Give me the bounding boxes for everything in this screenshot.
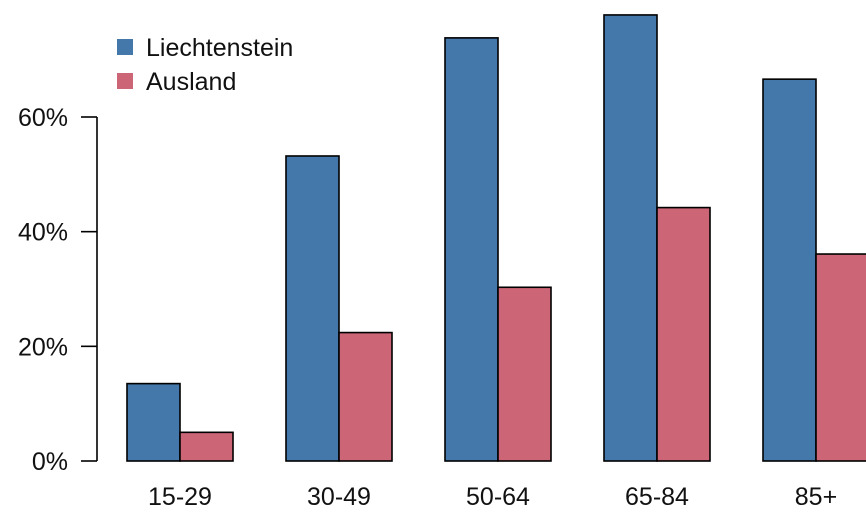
x-label-50-64: 50-64 [466, 483, 530, 511]
y-tick-label-60: 60% [18, 104, 68, 132]
y-axis: 0% 20% 40% 60% [18, 104, 98, 476]
bar-liechtenstein-15-29 [126, 382, 181, 462]
legend-label-liechtenstein: Liechtenstein [146, 34, 293, 62]
legend: Liechtenstein Ausland [117, 34, 293, 96]
bar-liechtenstein-50-64 [444, 37, 499, 462]
y-ticks: 0% 20% 40% 60% [18, 104, 97, 476]
bar-ausland-30-49 [338, 331, 393, 462]
legend-swatch-liechtenstein [117, 39, 133, 55]
y-tick-label-0: 0% [32, 448, 68, 476]
x-label-30-49: 30-49 [307, 483, 371, 511]
x-axis-labels: 15-29 30-49 50-64 65-84 85+ [148, 483, 837, 511]
bar-liechtenstein-85+ [762, 78, 817, 462]
x-label-65-84: 65-84 [625, 483, 689, 511]
bar-ausland-65-84 [656, 206, 711, 462]
bar-liechtenstein-30-49 [285, 155, 340, 462]
legend-label-ausland: Ausland [146, 68, 236, 96]
legend-swatch-ausland [117, 73, 133, 89]
y-tick-label-20: 20% [18, 333, 68, 361]
x-label-85+: 85+ [795, 483, 837, 511]
bar-ausland-50-64 [497, 286, 552, 462]
x-label-15-29: 15-29 [148, 483, 212, 511]
bars [126, 14, 866, 462]
bar-ausland-15-29 [179, 431, 234, 462]
y-tick-label-40: 40% [18, 219, 68, 247]
bar-ausland-85+ [815, 253, 866, 462]
bar-liechtenstein-65-84 [603, 14, 658, 462]
